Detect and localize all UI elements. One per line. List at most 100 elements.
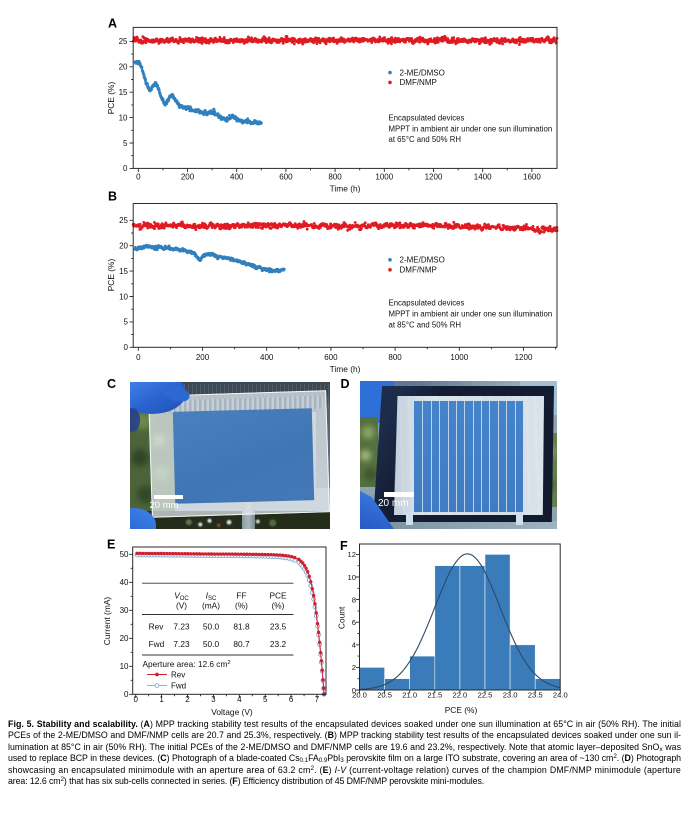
- svg-text:24.0: 24.0: [553, 690, 568, 699]
- svg-text:MPPT in ambient air under one: MPPT in ambient air under one sun illumi…: [389, 124, 553, 133]
- svg-text:DMF/NMP: DMF/NMP: [400, 265, 437, 274]
- svg-text:0: 0: [136, 172, 141, 181]
- svg-text:B: B: [108, 189, 117, 203]
- svg-text:Encapsulated devices: Encapsulated devices: [389, 113, 465, 122]
- svg-text:E: E: [107, 538, 115, 552]
- svg-text:PCE: PCE: [269, 591, 287, 601]
- svg-text:20.5: 20.5: [377, 690, 392, 699]
- svg-text:(mA): (mA): [202, 600, 220, 610]
- svg-text:2-ME/DMSO: 2-ME/DMSO: [400, 256, 445, 265]
- svg-text:12: 12: [348, 550, 356, 559]
- svg-text:20: 20: [119, 242, 128, 251]
- svg-text:15: 15: [119, 267, 128, 276]
- svg-text:A: A: [108, 16, 117, 30]
- svg-text:23.2: 23.2: [270, 639, 287, 649]
- svg-text:Time (h): Time (h): [330, 183, 361, 193]
- svg-text:10: 10: [119, 113, 128, 122]
- svg-text:5: 5: [123, 139, 128, 148]
- svg-text:DMF/NMP: DMF/NMP: [400, 78, 437, 87]
- svg-text:22.5: 22.5: [478, 690, 493, 699]
- svg-text:0: 0: [133, 695, 138, 704]
- svg-text:20: 20: [119, 63, 128, 72]
- svg-text:50.0: 50.0: [203, 639, 220, 649]
- svg-text:200: 200: [181, 172, 195, 181]
- svg-text:PCE (%): PCE (%): [445, 705, 478, 715]
- svg-text:6: 6: [352, 618, 356, 627]
- svg-text:200: 200: [196, 353, 210, 362]
- svg-text:25: 25: [119, 216, 128, 225]
- svg-text:7.23: 7.23: [173, 639, 190, 649]
- svg-text:8: 8: [352, 595, 356, 604]
- svg-text:Current (mA): Current (mA): [102, 597, 112, 646]
- svg-text:1600: 1600: [523, 172, 541, 181]
- svg-text:4: 4: [237, 695, 242, 704]
- svg-text:VOC: VOC: [174, 591, 189, 603]
- svg-text:Time (h): Time (h): [330, 364, 361, 374]
- svg-text:Fwd: Fwd: [149, 639, 165, 649]
- svg-text:Encapsulated devices: Encapsulated devices: [389, 299, 465, 308]
- svg-text:600: 600: [279, 172, 293, 181]
- svg-text:(%): (%): [272, 600, 285, 610]
- svg-text:2: 2: [352, 663, 356, 672]
- svg-text:30: 30: [120, 606, 129, 615]
- svg-text:20.0: 20.0: [352, 690, 367, 699]
- svg-text:40: 40: [120, 578, 129, 587]
- svg-text:Rev: Rev: [149, 622, 165, 632]
- svg-text:2: 2: [185, 695, 190, 704]
- svg-text:23.0: 23.0: [503, 690, 518, 699]
- svg-text:5: 5: [263, 695, 268, 704]
- svg-text:7.23: 7.23: [173, 622, 190, 632]
- svg-text:at 85°C and 50% RH: at 85°C and 50% RH: [389, 321, 461, 330]
- svg-text:1000: 1000: [375, 172, 393, 181]
- svg-text:0: 0: [123, 164, 128, 173]
- svg-text:0: 0: [352, 686, 356, 695]
- svg-text:3: 3: [211, 695, 216, 704]
- svg-text:F: F: [340, 539, 348, 553]
- svg-text:50.0: 50.0: [203, 622, 220, 632]
- svg-text:800: 800: [388, 353, 402, 362]
- svg-text:1: 1: [159, 695, 164, 704]
- svg-text:Rev: Rev: [171, 670, 185, 679]
- svg-text:6: 6: [289, 695, 294, 704]
- svg-text:50: 50: [120, 550, 129, 559]
- svg-text:4: 4: [352, 641, 356, 650]
- svg-text:MPPT in ambient air under one: MPPT in ambient air under one sun illumi…: [389, 310, 553, 319]
- svg-text:23.5: 23.5: [270, 622, 287, 632]
- svg-text:ISC: ISC: [206, 591, 217, 603]
- svg-text:600: 600: [324, 353, 338, 362]
- svg-text:1200: 1200: [425, 172, 443, 181]
- svg-text:10: 10: [120, 662, 129, 671]
- svg-text:PCE (%): PCE (%): [106, 259, 116, 292]
- svg-text:(V): (V): [176, 600, 187, 610]
- svg-text:25: 25: [119, 37, 128, 46]
- svg-text:Fwd: Fwd: [171, 681, 186, 690]
- svg-text:23.5: 23.5: [528, 690, 543, 699]
- svg-text:80.7: 80.7: [233, 639, 250, 649]
- svg-text:1400: 1400: [474, 172, 492, 181]
- svg-text:81.8: 81.8: [233, 622, 250, 632]
- svg-text:Voltage (V): Voltage (V): [211, 707, 253, 717]
- svg-text:at 65°C and 50% RH: at 65°C and 50% RH: [389, 135, 461, 144]
- svg-text:20: 20: [120, 634, 129, 643]
- svg-text:0: 0: [124, 343, 129, 352]
- svg-text:0: 0: [124, 690, 129, 699]
- svg-text:400: 400: [260, 353, 274, 362]
- svg-text:400: 400: [230, 172, 244, 181]
- svg-text:(%): (%): [235, 600, 248, 610]
- svg-text:22.0: 22.0: [453, 690, 468, 699]
- svg-text:15: 15: [119, 88, 128, 97]
- svg-text:PCE (%): PCE (%): [106, 82, 116, 115]
- svg-text:21.5: 21.5: [427, 690, 442, 699]
- svg-text:2-ME/DMSO: 2-ME/DMSO: [400, 68, 445, 77]
- svg-text:Aperture area: 12.6 cm2: Aperture area: 12.6 cm2: [143, 659, 231, 669]
- svg-text:1200: 1200: [515, 353, 533, 362]
- svg-text:10: 10: [119, 292, 128, 301]
- svg-text:800: 800: [328, 172, 342, 181]
- svg-text:7: 7: [315, 695, 320, 704]
- svg-text:10: 10: [348, 573, 356, 582]
- svg-text:1000: 1000: [450, 353, 468, 362]
- svg-text:5: 5: [124, 318, 129, 327]
- svg-text:FF: FF: [236, 591, 246, 601]
- svg-text:0: 0: [136, 353, 141, 362]
- svg-text:21.0: 21.0: [402, 690, 417, 699]
